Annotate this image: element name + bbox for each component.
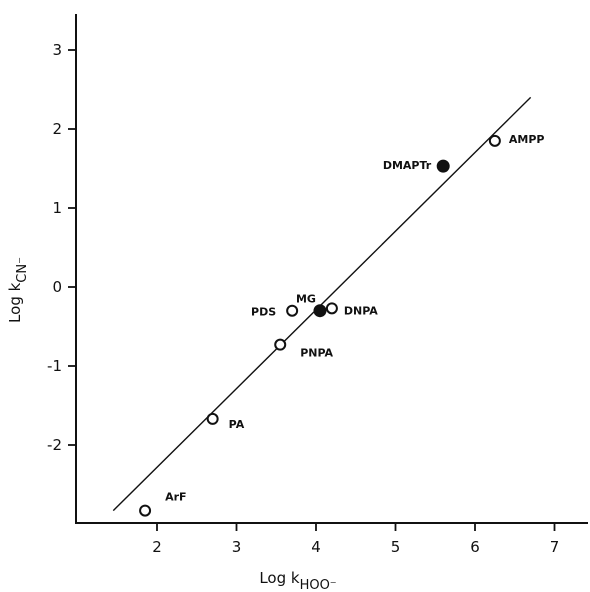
x-tick-label: 3: [232, 538, 242, 556]
y-ticks: -2 -1 0 1 2 3: [47, 41, 76, 454]
data-point-dmaptr: [436, 159, 450, 173]
y-tick-label: 2: [52, 120, 62, 138]
y-axis-label-sub: CN⁻: [15, 257, 30, 283]
x-tick-label: 5: [391, 538, 401, 556]
x-tick-label: 6: [470, 538, 480, 556]
y-tick-label: -1: [47, 357, 62, 375]
data-point-ampp: [488, 134, 501, 147]
data-point-pds: [286, 304, 299, 317]
x-tick-label: 7: [550, 538, 560, 556]
point-label-ampp: AMPP: [509, 133, 545, 146]
point-label-dnpa: DNPA: [344, 304, 378, 317]
y-axis-label: Log kCN⁻: [6, 257, 30, 323]
y-tick-label: 0: [52, 278, 62, 296]
x-ticks: 2 3 4 5 6 7: [152, 523, 559, 556]
x-axis-label-sub: HOO⁻: [300, 578, 337, 592]
data-point-dnpa: [325, 302, 338, 315]
point-label-pa: PA: [229, 418, 245, 431]
point-label-mg: MG: [296, 293, 316, 306]
point-label-pds: PDS: [251, 306, 276, 319]
x-tick-label: 4: [311, 538, 321, 556]
fit-line: [112, 96, 532, 512]
data-point-pnpa: [274, 338, 287, 351]
point-label-pnpa: PNPA: [300, 347, 333, 360]
data-point-pa: [206, 412, 219, 425]
data-points: ArF PA PNPA PDS MG DNPA DMAPTr AMPP: [139, 133, 545, 517]
point-label-arf: ArF: [165, 491, 186, 504]
data-point-mg: [313, 304, 327, 318]
y-tick-label: 3: [52, 41, 62, 59]
data-point-arf: [139, 504, 152, 517]
y-tick-label: -2: [47, 436, 62, 454]
y-tick-label: 1: [52, 199, 62, 217]
x-axis-label: Log kHOO⁻: [259, 569, 336, 592]
x-tick-label: 2: [152, 538, 162, 556]
point-label-dmaptr: DMAPTr: [383, 159, 432, 172]
